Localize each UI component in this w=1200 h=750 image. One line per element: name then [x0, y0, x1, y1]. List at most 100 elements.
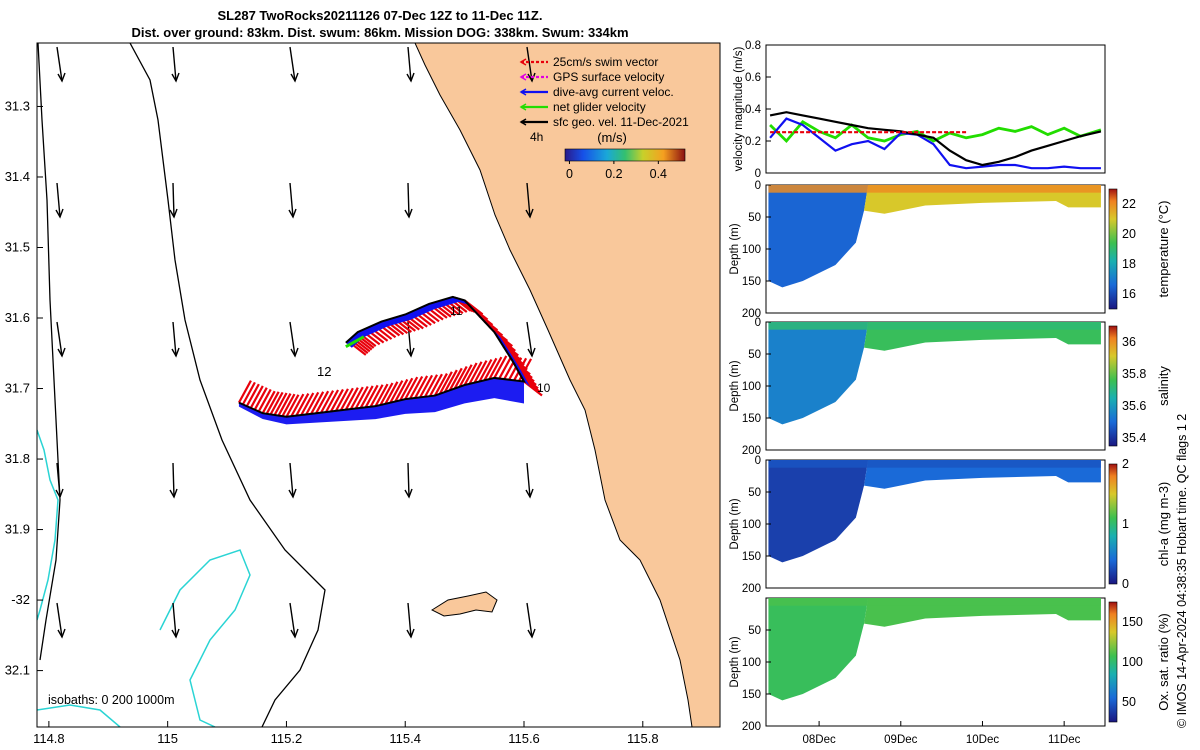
section-cbar-tick-label: 18 [1122, 257, 1136, 271]
section-ytick-label: 150 [742, 276, 761, 288]
section-ylabel: Depth (m) [729, 636, 741, 687]
velocity-ytick-label: 0.4 [745, 104, 762, 116]
velocity-ytick-label: 0.6 [745, 72, 761, 84]
geo-vector-head [406, 72, 415, 83]
isobath-1000 [37, 43, 61, 661]
swim-vector [261, 390, 276, 414]
map-ytick-label: 31.8 [5, 451, 30, 466]
section-ytick-label: 150 [742, 689, 761, 701]
section-ytick-label: 150 [742, 551, 761, 563]
swim-vector [404, 376, 419, 400]
swim-vector [364, 384, 379, 408]
geo-vector-arrow [407, 46, 412, 82]
map-xtick-label: 115.8 [627, 731, 659, 746]
geo-vector-arrow [407, 182, 410, 218]
geo-vector-head [406, 347, 415, 358]
section-ylabel: Depth (m) [729, 360, 741, 411]
section-ytick-label: 100 [742, 244, 761, 256]
section-cbar-label: salinity [1156, 366, 1171, 406]
legend-arrowhead [519, 103, 527, 111]
geo-vector-head [290, 628, 299, 639]
section-cbar-tick-label: 16 [1122, 287, 1136, 301]
section-cbar-label: temperature (°C) [1156, 201, 1171, 298]
map-ytick-label: 31.6 [5, 310, 30, 325]
geo-vector-head [57, 72, 66, 83]
geo-vector-head [171, 628, 180, 639]
geo-vector-head [527, 347, 536, 358]
geo-vector-arrow [289, 602, 296, 638]
rottnest-island [430, 591, 498, 617]
credit-text: © IMOS 14-Apr-2024 04:38:35 Hobart time.… [1175, 414, 1189, 728]
geo-vector-arrow [526, 182, 531, 218]
swim-vector [478, 358, 493, 383]
legend-label: dive-avg current veloc. [553, 85, 674, 99]
velocity-ytick-label: 0.2 [745, 136, 761, 148]
swim-vector [320, 390, 335, 414]
map-ticks: 114.8 115 115.2 115.4 115.6 115.8 31.3 31.4 31.5… [5, 98, 659, 746]
colorbar-tick-label: 0.4 [650, 167, 667, 181]
geo-vector-head [171, 347, 180, 358]
swim-vector [384, 381, 399, 405]
geo-vector-head [525, 488, 534, 499]
glider-track [237, 295, 543, 425]
isobath-label: isobaths: 0 200 1000m [48, 693, 174, 707]
section-ytick-label: 0 [755, 317, 761, 329]
velocity-ytick-label: 0.8 [745, 40, 761, 52]
map-xtick-label: 114.8 [33, 731, 65, 746]
swim-vector [453, 365, 468, 390]
swim-vector [463, 362, 478, 386]
swim-vector [414, 375, 429, 399]
swim-vector [498, 356, 513, 380]
swim-vector [493, 355, 508, 379]
section-colorbar [1108, 601, 1118, 723]
swim-vector [448, 367, 463, 391]
swim-vector [458, 364, 473, 388]
section-cbar-tick-label: 150 [1122, 615, 1143, 629]
section-cbar-tick-label: 35.8 [1122, 367, 1146, 381]
velocity-series-line [769, 119, 1102, 144]
section-surface-layer [768, 185, 1101, 193]
geo-vector-head [55, 208, 64, 219]
legend-label: net glider velocity [553, 100, 646, 114]
geo-vector-arrow [172, 321, 177, 357]
legend-arrowhead [519, 58, 527, 66]
section-surface-layer [768, 598, 1101, 606]
section-cbar-tick-label: 2 [1122, 457, 1129, 471]
section-ytick-label: 100 [742, 381, 761, 393]
geo-vector-head [290, 347, 299, 358]
geo-vector-arrow [526, 46, 533, 82]
swim-vector [349, 386, 364, 410]
swim-vector [443, 369, 458, 393]
swim-vector [290, 393, 305, 417]
map-ytick-label: 31.9 [5, 522, 30, 537]
track-label-11: 11 [450, 304, 463, 318]
geo-vector-head [169, 208, 178, 219]
swim-vector [394, 378, 409, 402]
swim-vector [273, 392, 288, 416]
section-colorbar [1108, 188, 1118, 310]
section-ytick-label: 0 [755, 180, 761, 192]
legend-label: 25cm/s swim vector [553, 55, 658, 69]
velocity-ylabel: velocity magnitude (m/s) [733, 47, 745, 172]
geo-vector-arrow [526, 321, 533, 357]
geo-vector-arrow [407, 321, 412, 357]
swim-vector [330, 388, 344, 412]
geo-vector-arrow [56, 602, 63, 638]
geo-vector-arrow [289, 182, 294, 218]
colorbar-bar [564, 148, 686, 162]
speed-colorbar: (m/s) 0 0.2 0.4 [564, 130, 686, 181]
section-cbar-tick-label: 50 [1122, 695, 1136, 709]
track-label-12: 12 [317, 364, 331, 379]
geo-vector-head [57, 347, 66, 358]
velocity-panel-frame [765, 44, 1106, 174]
swim-vector [344, 387, 359, 411]
geo-vector-arrow [56, 321, 63, 357]
swim-vector [409, 375, 424, 400]
time-tick-label: 10Dec [966, 734, 999, 746]
geo-vectors [55, 46, 536, 639]
legend-arrowhead [519, 73, 527, 81]
swim-vector [424, 374, 438, 398]
map-frame [36, 42, 721, 728]
